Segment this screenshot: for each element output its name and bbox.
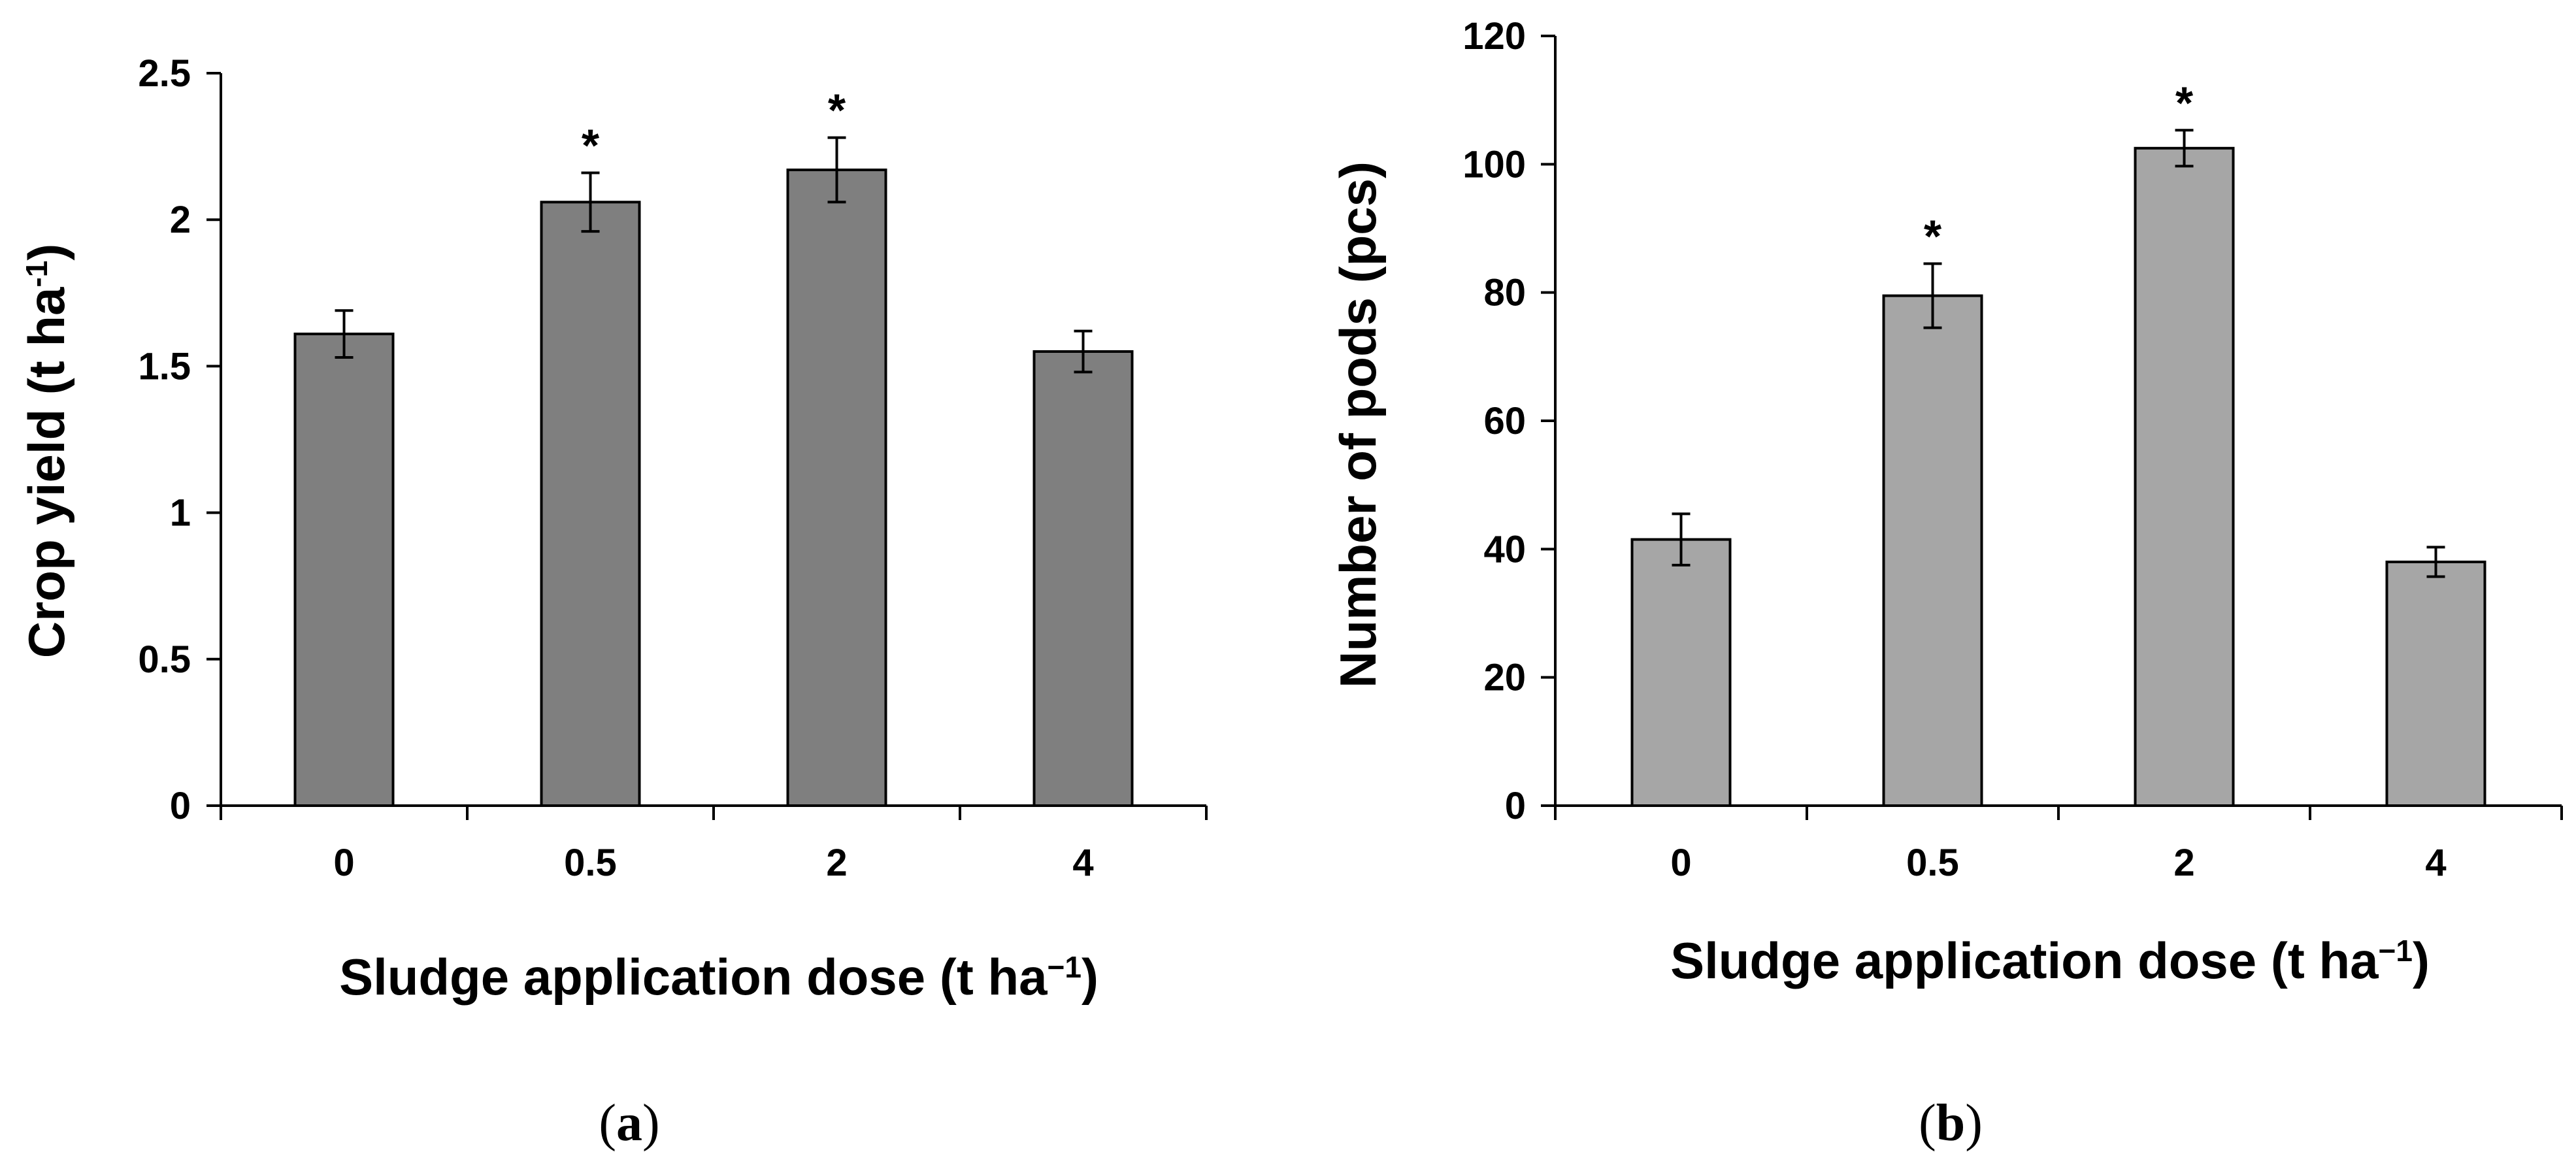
bar-0: [1630, 538, 1732, 807]
y-tick-label: 40: [1483, 528, 1526, 570]
significance-marker: *: [828, 85, 846, 136]
y-tick-label: 0: [1505, 785, 1526, 827]
y-tick-label: 120: [1462, 15, 1526, 58]
bar-series: **: [293, 85, 1134, 807]
x-tick-label: 0: [1670, 842, 1691, 884]
significance-marker: *: [2175, 77, 2194, 128]
y-tick-label: 1: [170, 492, 191, 534]
significance-marker: *: [582, 120, 600, 171]
y-axis-title-sup: -1: [20, 261, 54, 288]
y-tick-label: 0: [170, 785, 191, 827]
bar-0.5: [540, 201, 641, 807]
x-tick-label: 4: [2425, 842, 2446, 884]
bar-0: [293, 333, 395, 807]
y-axis-title-close: ): [18, 244, 75, 261]
chart-panel-a: ** 0 0.5 2 400.511.522.5 Crop yield (t ha-1…: [18, 52, 1208, 1152]
x-axis-title-main: Sludge application dose (t ha: [339, 948, 1048, 1006]
axes: 0 0.5 2 4 0 0.5 1 1.5 2 2.5: [138, 52, 1208, 884]
significance-marker: *: [1924, 210, 1942, 261]
panel-label-b: (b): [1919, 1094, 1983, 1152]
x-axis-title: Sludge application dose (t ha−1): [1670, 932, 2430, 989]
bar-4: [2385, 560, 2486, 807]
x-tick-label: 0.5: [1906, 842, 1959, 884]
y-tick-label: 60: [1483, 400, 1526, 442]
bar-0.5: [1882, 294, 1983, 807]
y-tick-label: 80: [1483, 272, 1526, 314]
x-tick-label: 2: [2173, 842, 2194, 884]
y-tick-label: 2: [170, 199, 191, 241]
x-tick-label: 4: [1072, 842, 1093, 884]
x-axis-title-sup: −1: [2379, 934, 2413, 968]
y-tick-label: 20: [1483, 657, 1526, 699]
bar-2: [2134, 146, 2235, 807]
x-axis-title-main: Sludge application dose (t ha: [1670, 932, 2379, 989]
y-tick-label: 1.5: [138, 345, 191, 387]
x-axis-title: Sludge application dose (t ha−1): [339, 948, 1098, 1006]
y-tick-label: 100: [1462, 143, 1526, 186]
y-tick-label: 0.5: [138, 638, 191, 681]
panel-label-a: (a): [599, 1094, 659, 1152]
x-axis-title-close: ): [2413, 932, 2430, 989]
x-tick-label: 2: [826, 842, 847, 884]
x-tick-label: 0: [333, 842, 354, 884]
bar-2: [786, 168, 887, 807]
y-tick-label: 2.5: [138, 52, 191, 95]
bar-series: **: [1630, 77, 2486, 807]
x-tick-label: 0.5: [564, 842, 617, 884]
y-axis-title: Number of pods (pcs): [1329, 161, 1387, 688]
y-axis-title-main: Number of pods (pcs): [1329, 161, 1387, 688]
bar-4: [1032, 350, 1134, 807]
panel-label-a-letter: a: [616, 1094, 642, 1152]
x-axis-title-close: ): [1082, 948, 1098, 1006]
panel-label-b-letter: b: [1936, 1094, 1966, 1152]
x-axis-title-sup: −1: [1048, 950, 1082, 984]
y-axis-title-main: Crop yield (t ha: [18, 287, 75, 658]
y-axis-title: Crop yield (t ha-1): [18, 244, 75, 659]
